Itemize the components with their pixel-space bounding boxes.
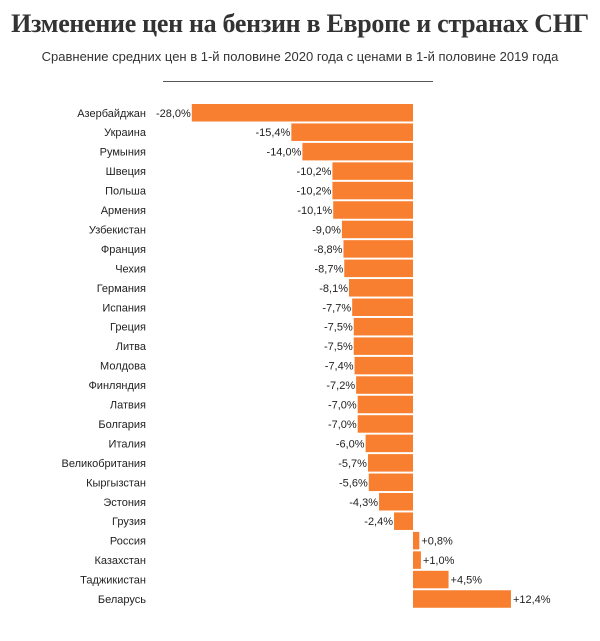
category-label: Швеция bbox=[106, 166, 146, 178]
data-label: +12,4% bbox=[513, 594, 551, 606]
data-label: -10,2% bbox=[297, 186, 332, 198]
category-label: Греция bbox=[110, 322, 146, 334]
bar bbox=[291, 123, 413, 141]
chart-title: Изменение цен на бензин в Европе и стран… bbox=[11, 9, 589, 38]
bar bbox=[352, 298, 413, 316]
data-label: +1,0% bbox=[423, 555, 455, 567]
data-label: -8,1% bbox=[319, 283, 348, 295]
chart-subtitle: Сравнение средних цен в 1-й половине 202… bbox=[41, 49, 559, 64]
data-label: -15,4% bbox=[255, 127, 290, 139]
category-label: Украина bbox=[104, 127, 147, 139]
category-label: Казахстан bbox=[94, 555, 146, 567]
bar bbox=[357, 415, 413, 433]
bar bbox=[341, 220, 413, 239]
category-label: Италия bbox=[109, 438, 147, 450]
category-label: Эстония bbox=[103, 497, 146, 509]
data-label: -9,0% bbox=[312, 224, 341, 236]
bar bbox=[353, 317, 413, 336]
bar bbox=[413, 590, 511, 608]
category-label: Россия bbox=[110, 536, 146, 548]
category-label: Франция bbox=[101, 244, 146, 256]
category-label: Великобритания bbox=[62, 458, 147, 470]
category-label: Молдова bbox=[100, 361, 147, 373]
bar bbox=[367, 454, 413, 472]
category-label: Грузия bbox=[112, 516, 146, 528]
bar bbox=[344, 259, 413, 278]
bar bbox=[302, 142, 413, 161]
bar bbox=[343, 240, 413, 258]
category-label: Армения bbox=[101, 205, 146, 217]
data-label: -7,5% bbox=[324, 322, 353, 334]
category-label: Кыргызстан bbox=[86, 477, 146, 489]
data-label: -7,7% bbox=[322, 302, 351, 314]
data-label: -7,4% bbox=[325, 361, 354, 373]
data-label: -14,0% bbox=[267, 147, 302, 159]
data-label: +0,8% bbox=[421, 536, 453, 548]
bar bbox=[349, 279, 413, 297]
data-label: -8,7% bbox=[315, 263, 344, 275]
data-label: -7,0% bbox=[328, 419, 357, 431]
data-label: -7,2% bbox=[326, 380, 355, 392]
bar bbox=[413, 570, 449, 589]
data-label: -7,5% bbox=[324, 341, 353, 353]
category-label: Латвия bbox=[110, 400, 146, 412]
category-label: Германия bbox=[97, 283, 146, 295]
bar bbox=[365, 434, 413, 453]
category-label: Польша bbox=[105, 186, 147, 198]
bar bbox=[356, 376, 413, 394]
data-label: +4,5% bbox=[451, 575, 483, 587]
category-label: Чехия bbox=[115, 263, 146, 275]
bar bbox=[332, 181, 413, 200]
category-label: Таджикистан bbox=[80, 575, 146, 587]
bar bbox=[332, 162, 413, 180]
category-label: Румыния bbox=[100, 147, 146, 159]
bar bbox=[357, 395, 413, 414]
data-label: -4,3% bbox=[349, 497, 378, 509]
bar bbox=[353, 337, 413, 355]
data-label: -5,7% bbox=[338, 458, 367, 470]
data-label: -10,2% bbox=[297, 166, 332, 178]
bar bbox=[354, 356, 413, 375]
bar bbox=[333, 201, 413, 219]
data-label: -28,0% bbox=[156, 108, 191, 120]
data-label: -2,4% bbox=[364, 516, 393, 528]
category-label: Литва bbox=[116, 341, 147, 353]
category-label: Узбекистан bbox=[89, 224, 146, 236]
bar bbox=[379, 493, 413, 511]
data-label: -7,0% bbox=[328, 400, 357, 412]
category-label: Испания bbox=[102, 302, 146, 314]
bar bbox=[413, 551, 421, 569]
bar bbox=[413, 531, 420, 550]
bar bbox=[394, 512, 413, 530]
data-label: -5,6% bbox=[339, 477, 368, 489]
bar bbox=[368, 473, 413, 492]
title-divider bbox=[163, 81, 433, 82]
data-label: -10,1% bbox=[297, 205, 332, 217]
category-label: Беларусь bbox=[98, 594, 146, 606]
data-label: -8,8% bbox=[314, 244, 343, 256]
category-label: Болгария bbox=[98, 419, 146, 431]
category-label: Азербайджан bbox=[77, 108, 146, 120]
bar bbox=[191, 104, 413, 122]
data-label: -6,0% bbox=[336, 438, 365, 450]
category-label: Финляндия bbox=[88, 380, 146, 392]
